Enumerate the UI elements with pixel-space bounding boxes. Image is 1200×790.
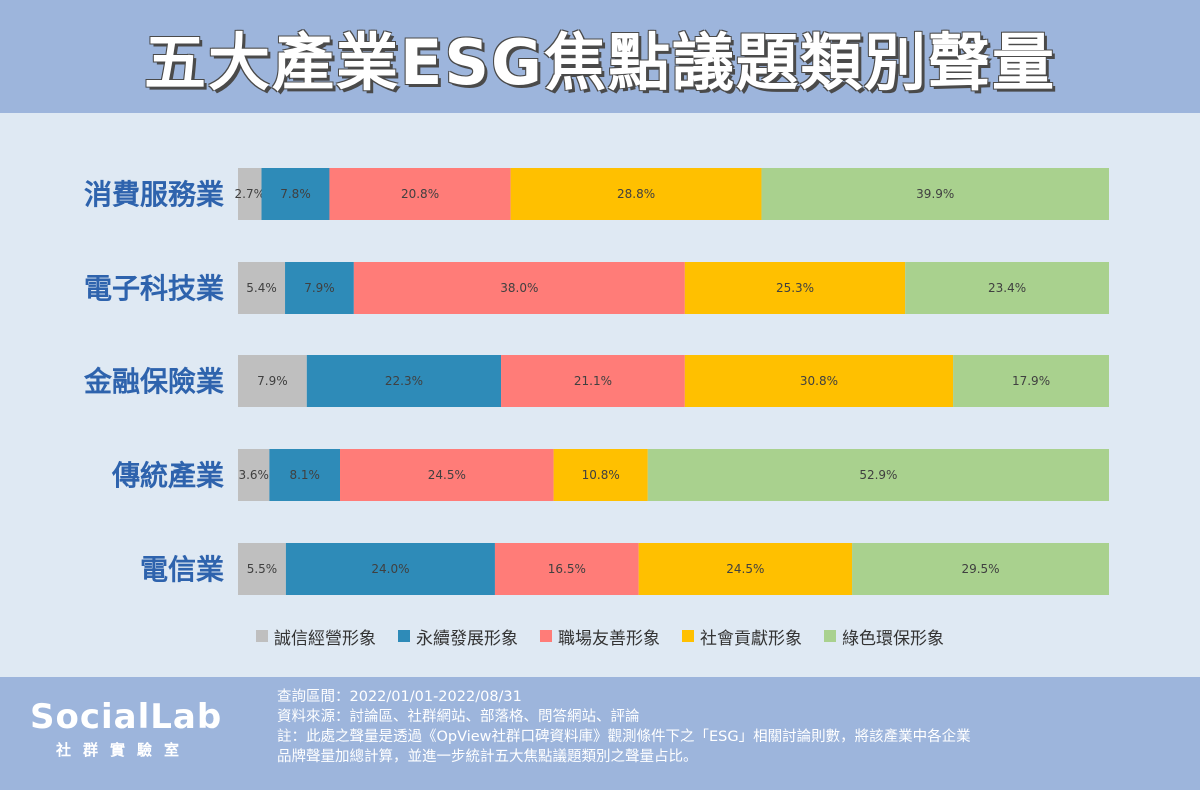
data-label: 10.8%	[582, 468, 620, 482]
bar-segment	[905, 262, 1109, 314]
category-label: 傳統產業	[111, 459, 224, 492]
bar-segment	[269, 449, 341, 501]
footer-notes: 查詢區間：2022/01/01-2022/08/31 資料來源：討論區、社群網站…	[277, 687, 1177, 767]
bar-segment	[684, 262, 906, 314]
bar-segment	[340, 449, 554, 501]
data-label: 24.0%	[371, 562, 409, 576]
data-label: 52.9%	[859, 468, 897, 482]
legend-label: 永續發展形象	[416, 628, 518, 649]
legend-item: 永續發展形象	[398, 624, 518, 649]
header-banner: 五大產業ESG焦點議題類別聲量	[0, 0, 1200, 113]
bar-segment	[553, 449, 648, 501]
data-label: 29.5%	[961, 562, 999, 576]
legend-label: 綠色環保形象	[842, 628, 944, 649]
chart-title: 五大產業ESG焦點議題類別聲量	[144, 25, 1056, 99]
data-label: 8.1%	[289, 468, 320, 482]
legend-item: 誠信經營形象	[256, 624, 376, 649]
bar-segment	[501, 355, 685, 407]
category-label: 金融保險業	[83, 365, 224, 398]
logo-text: SocialLab	[30, 697, 223, 737]
bar-segment	[238, 168, 262, 220]
bar-segment	[238, 355, 307, 407]
legend-swatch	[256, 630, 268, 642]
bar-segment	[306, 355, 502, 407]
data-label: 23.4%	[988, 281, 1026, 295]
footer: SocialLab 社群實驗室 查詢區間：2022/01/01-2022/08/…	[0, 677, 1200, 790]
category-label: 電子科技業	[84, 272, 224, 305]
logo-subtext: 社群實驗室	[56, 741, 192, 759]
data-label: 24.5%	[726, 562, 764, 576]
bar-segment	[285, 262, 354, 314]
data-label: 7.8%	[280, 187, 311, 201]
bar-segment	[353, 262, 685, 314]
legend-swatch	[824, 630, 836, 642]
data-label: 21.1%	[574, 374, 612, 388]
bar-segment	[647, 449, 1109, 501]
data-label: 20.8%	[401, 187, 439, 201]
bar-segment	[510, 168, 762, 220]
bar-segment	[953, 355, 1109, 407]
query-period: 查詢區間：2022/01/01-2022/08/31	[277, 689, 522, 705]
data-label: 17.9%	[1012, 374, 1050, 388]
bar-segment	[238, 449, 270, 501]
bar-segment	[261, 168, 330, 220]
data-label: 7.9%	[304, 281, 335, 295]
category-label: 消費服務業	[84, 178, 224, 211]
legend-swatch	[398, 630, 410, 642]
legend-item: 綠色環保形象	[824, 624, 944, 649]
data-label: 5.4%	[246, 281, 277, 295]
legend-label: 職場友善形象	[558, 628, 660, 649]
note-line-2: 品牌聲量加總計算，並進一步統計五大焦點議題類別之聲量占比。	[277, 749, 698, 765]
legend-item: 社會貢獻形象	[682, 624, 802, 649]
legend-item: 職場友善形象	[540, 624, 660, 649]
data-label: 3.6%	[238, 468, 269, 482]
legend: 誠信經營形象 永續發展形象 職場友善形象 社會貢獻形象 綠色環保形象	[0, 616, 1200, 656]
bar-segment	[684, 355, 954, 407]
data-label: 7.9%	[257, 374, 288, 388]
legend-label: 社會貢獻形象	[700, 628, 802, 649]
bar-segment	[761, 168, 1109, 220]
data-label: 28.8%	[617, 187, 655, 201]
data-label: 5.5%	[247, 562, 278, 576]
legend-swatch	[540, 630, 552, 642]
data-label: 30.8%	[800, 374, 838, 388]
bar-segment	[238, 543, 286, 595]
stacked-bar-chart: 消費服務業 2.7% 7.8% 20.8% 28.8% 39.9% 電子科技業 5.4% 7.9…	[83, 168, 1109, 595]
bar-segment	[638, 543, 853, 595]
data-label: 24.5%	[428, 468, 466, 482]
sociallab-logo: SocialLab 社群實驗室	[30, 697, 260, 777]
data-label: 39.9%	[916, 187, 954, 201]
category-label: 電信業	[140, 553, 224, 586]
bar-segment	[285, 543, 495, 595]
data-label: 2.7%	[235, 187, 266, 201]
data-label: 38.0%	[500, 281, 538, 295]
data-label: 22.3%	[385, 374, 423, 388]
legend-swatch	[682, 630, 694, 642]
chart-area: 消費服務業 2.7% 7.8% 20.8% 28.8% 39.9% 電子科技業 5.4% 7.9…	[0, 113, 1200, 677]
legend-label: 誠信經營形象	[274, 628, 376, 649]
bar-segment	[329, 168, 511, 220]
data-label: 16.5%	[548, 562, 586, 576]
data-label: 25.3%	[776, 281, 814, 295]
note-line-1: 註：此處之聲量是透過《OpView社群口碑資料庫》觀測條件下之「ESG」相關討論…	[277, 729, 971, 745]
bar-segment	[852, 543, 1109, 595]
bar-segment	[494, 543, 639, 595]
data-source: 資料來源：討論區、社群網站、部落格、問答網站、評論	[277, 709, 640, 725]
bar-segment	[238, 262, 286, 314]
